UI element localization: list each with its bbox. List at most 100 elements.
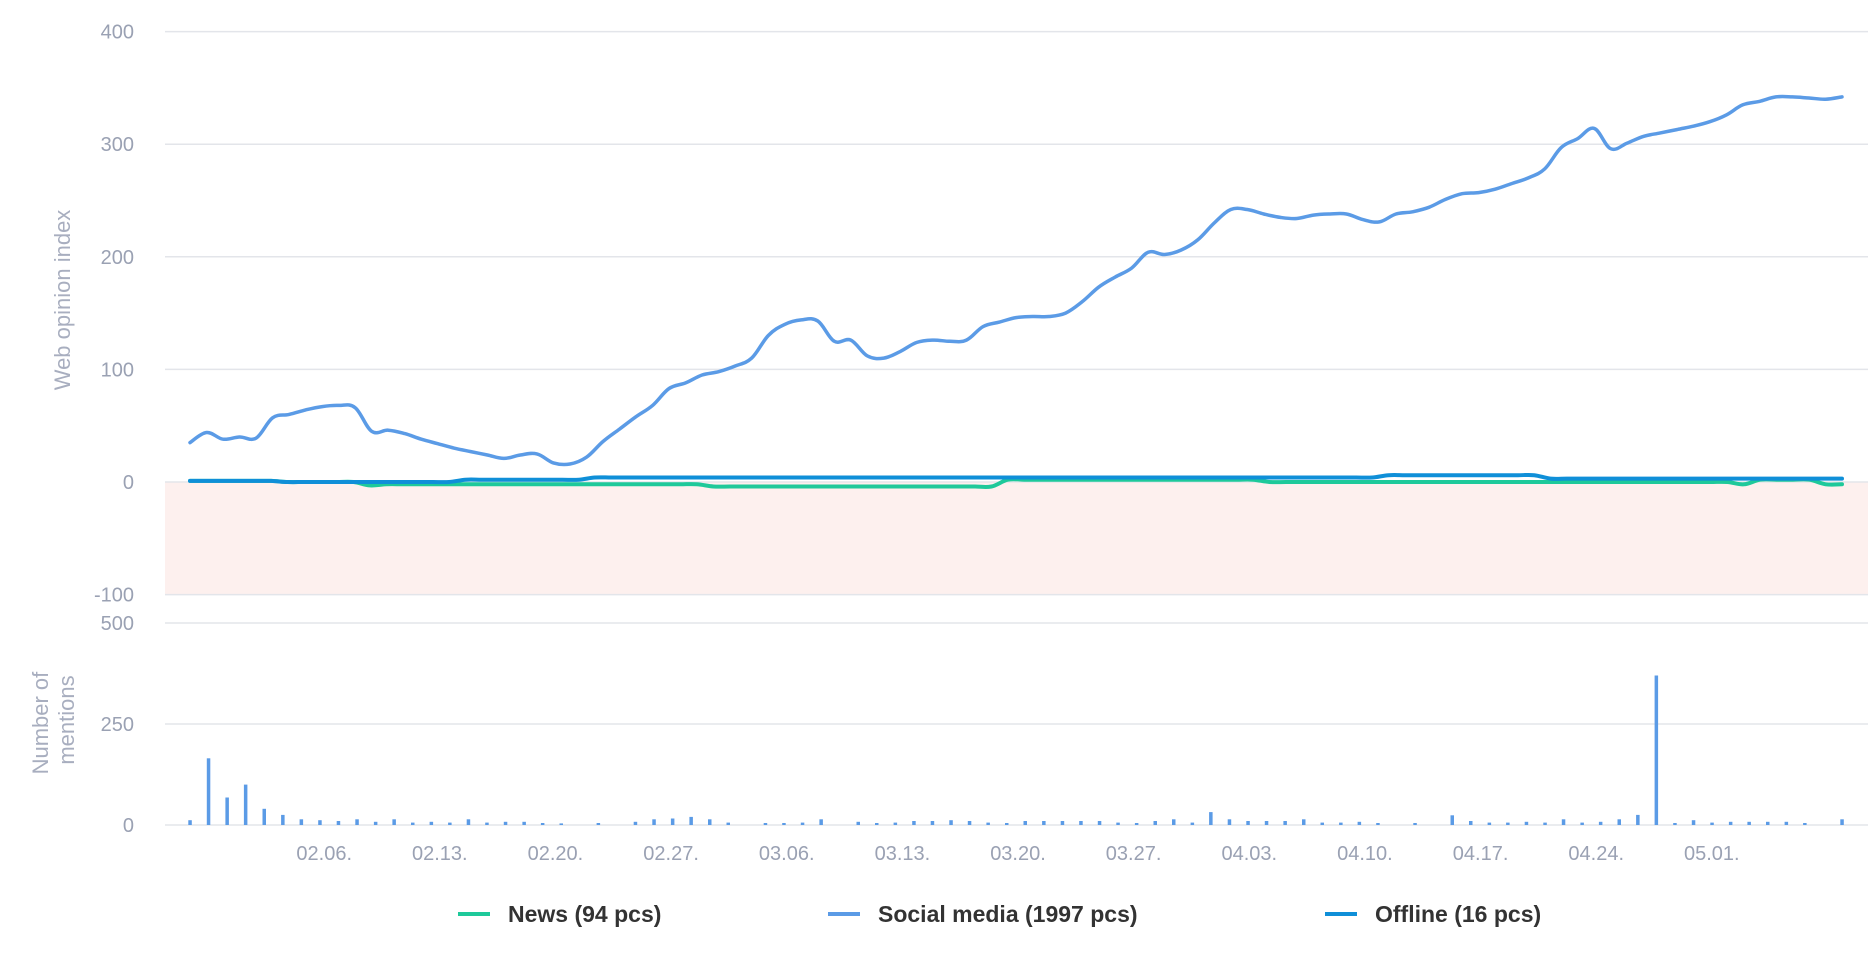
mention-bar — [1506, 822, 1510, 825]
mention-bar — [1636, 814, 1640, 825]
mention-bar — [986, 822, 990, 825]
bottom-y-axis-title-line2: mentions — [54, 675, 79, 764]
mention-bar — [262, 808, 266, 825]
mention-bar — [188, 820, 192, 825]
top-series-lines — [188, 94, 1844, 490]
mention-bar — [243, 784, 248, 825]
mention-bar — [1339, 822, 1343, 825]
mention-bar — [1060, 821, 1065, 825]
mention-bar — [1487, 822, 1492, 825]
mention-bar — [1710, 822, 1714, 825]
mention-bar — [1803, 823, 1807, 825]
bottom-gridlines — [165, 622, 1868, 826]
mention-bar — [559, 823, 563, 825]
mention-bar — [1784, 821, 1789, 825]
mention-bar — [875, 823, 879, 825]
bottom-y-axis-title: Number of mentions — [28, 666, 79, 775]
mention-bar — [1153, 821, 1157, 825]
mention-bar — [633, 821, 638, 825]
x-tick-label: 02.06. — [296, 843, 352, 865]
bottom-bars — [188, 675, 1844, 825]
y-tick-label: 0 — [123, 815, 134, 837]
mention-bar — [1246, 821, 1250, 825]
legend-label: News (94 pcs) — [508, 901, 661, 927]
mention-bar — [912, 821, 916, 825]
legend-item-3[interactable]: Offline (16 pcs) — [1325, 901, 1541, 927]
mention-bar — [1469, 821, 1473, 825]
mention-bar — [336, 821, 341, 825]
mention-bar — [1617, 819, 1621, 825]
mention-bar — [522, 821, 526, 825]
mention-bar — [411, 822, 415, 825]
mention-bar — [893, 822, 898, 825]
mention-bar — [1691, 820, 1696, 825]
mention-bar — [1097, 821, 1102, 825]
mention-bar — [1320, 822, 1324, 825]
legend-item-1[interactable]: News (94 pcs) — [458, 901, 661, 927]
mention-bar — [540, 823, 545, 825]
y-tick-label: 100 — [101, 359, 134, 381]
mention-bar — [726, 822, 730, 825]
mention-bar — [485, 822, 489, 825]
y-tick-label: 300 — [101, 134, 134, 156]
mention-bar — [1005, 823, 1009, 825]
mention-bar — [800, 822, 805, 825]
mention-bar — [1524, 821, 1529, 825]
mention-bar — [1134, 823, 1139, 825]
legend-item-2[interactable]: Social media (1997 pcs) — [828, 901, 1138, 927]
mention-bar — [1376, 823, 1380, 825]
x-tick-label: 02.13. — [412, 843, 468, 865]
mention-bar — [930, 821, 935, 825]
mention-bar — [652, 819, 656, 825]
mention-bar — [1766, 821, 1770, 825]
mention-bar — [1283, 821, 1287, 825]
x-tick-label: 03.13. — [875, 843, 931, 865]
x-tick-label: 03.20. — [990, 843, 1046, 865]
mention-bar — [281, 814, 285, 825]
mention-bar — [782, 823, 786, 825]
mention-bar — [1840, 819, 1844, 825]
mention-bar — [466, 819, 471, 825]
mention-bar — [206, 758, 211, 825]
mention-bar — [1357, 821, 1362, 825]
x-tick-label: 04.17. — [1453, 843, 1509, 865]
legend[interactable]: News (94 pcs) Social media (1997 pcs) Offl… — [458, 901, 1541, 927]
mention-bar — [1654, 675, 1659, 825]
mention-bar — [355, 819, 359, 825]
mention-bar — [967, 821, 972, 825]
mention-bar — [503, 821, 508, 825]
mention-bar — [856, 821, 860, 825]
x-tick-label: 02.27. — [643, 843, 699, 865]
mention-bar — [1413, 823, 1417, 825]
mention-bar — [708, 819, 712, 825]
mention-bar — [949, 820, 953, 825]
mention-bar — [1209, 812, 1213, 825]
mention-bar — [1302, 819, 1306, 825]
x-tick-label: 05.01. — [1684, 843, 1740, 865]
x-tick-label: 02.20. — [528, 843, 584, 865]
x-tick-label: 03.06. — [759, 843, 815, 865]
mention-bar — [1450, 815, 1454, 825]
series-line-offline — [188, 472, 1844, 485]
mention-bar — [1264, 821, 1269, 825]
mention-bar — [1561, 819, 1566, 825]
mention-bar — [1728, 821, 1733, 825]
mention-bar — [299, 819, 304, 825]
mention-bar — [1673, 823, 1677, 825]
mention-bar — [1227, 819, 1232, 825]
y-tick-label: 200 — [101, 247, 134, 269]
mention-bar — [318, 820, 322, 825]
y-tick-label: -100 — [94, 585, 134, 607]
negative-band-rect — [165, 482, 1868, 595]
top-y-tick-labels: 400 300 200 100 0 -100 — [94, 22, 134, 607]
mention-bar — [670, 818, 675, 825]
x-tick-label: 03.27. — [1106, 843, 1162, 865]
x-tick-labels: 02.06. 02.13. 02.20. 02.27. 03.06. 03.13. 03.2… — [296, 843, 1739, 865]
mention-bar — [1042, 821, 1046, 825]
mention-bar — [1172, 819, 1176, 825]
mention-bar — [1079, 821, 1083, 825]
mention-bar — [1116, 822, 1120, 825]
mention-bar — [373, 821, 378, 825]
series-line-social — [188, 94, 1844, 467]
